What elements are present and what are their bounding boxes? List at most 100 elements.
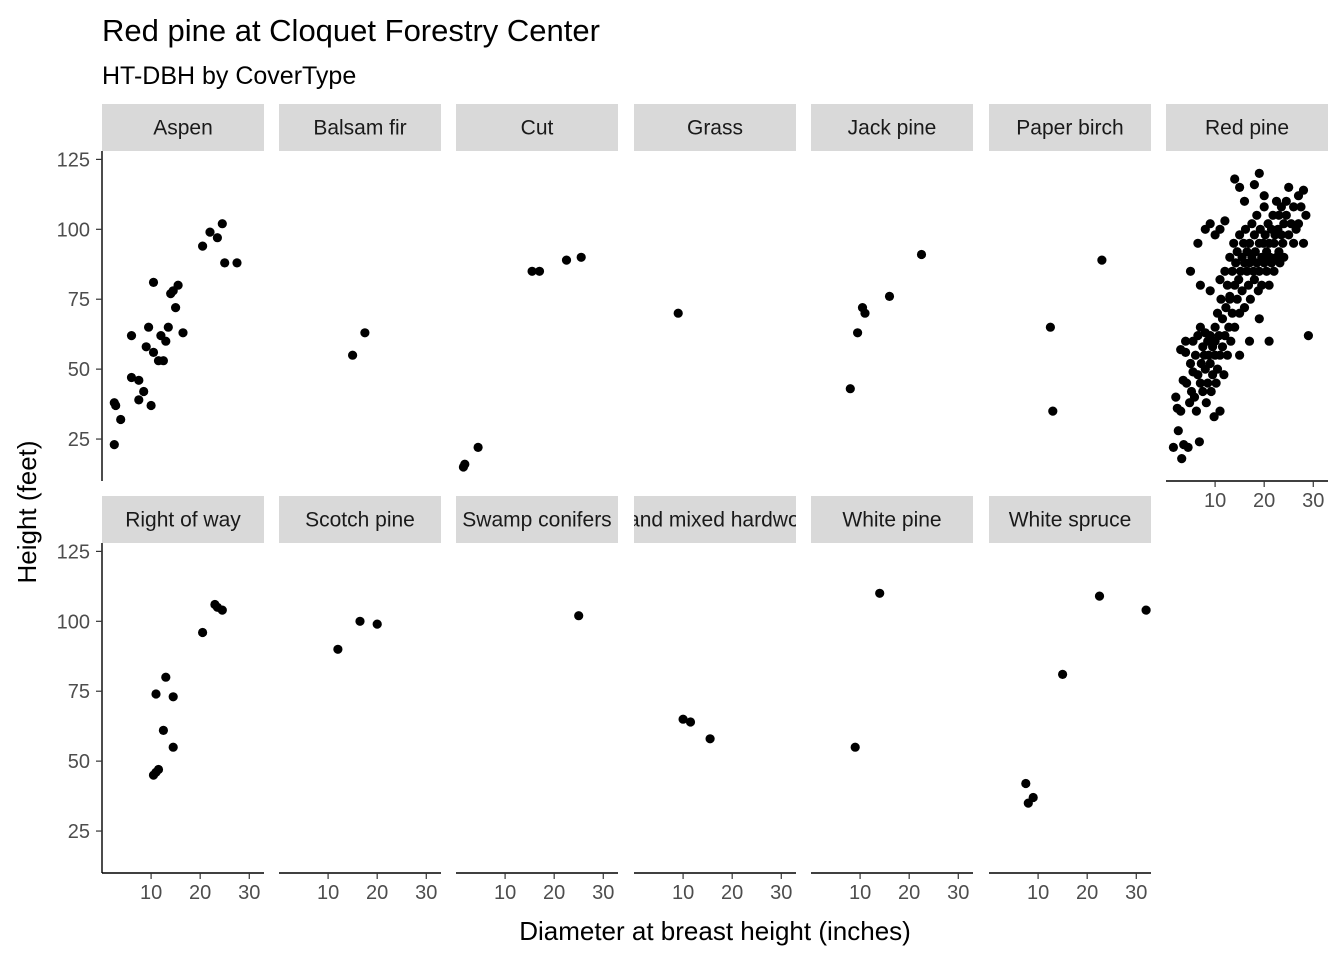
- data-point: [860, 308, 870, 318]
- data-point: [1254, 266, 1264, 276]
- chart-title: Red pine at Cloquet Forestry Center: [102, 13, 600, 48]
- y-tick-label: 50: [68, 751, 90, 773]
- facet-strip: [279, 104, 441, 151]
- data-point: [1232, 294, 1242, 304]
- facet-strip-label: Swamp conifers: [462, 509, 611, 532]
- data-point: [212, 233, 222, 243]
- data-point: [1210, 322, 1220, 332]
- y-tick-label: 50: [68, 359, 90, 381]
- x-tick-label: 20: [721, 882, 743, 904]
- facet-strip-label: White pine: [842, 509, 941, 532]
- data-point: [1203, 378, 1213, 388]
- data-point: [1239, 303, 1250, 313]
- data-point: [1278, 238, 1288, 248]
- data-point: [232, 258, 242, 268]
- data-point: [1205, 358, 1215, 369]
- data-point: [1264, 280, 1274, 290]
- data-point: [1168, 442, 1178, 452]
- data-point: [1230, 174, 1240, 184]
- data-point: [1094, 591, 1105, 601]
- data-point: [220, 258, 230, 268]
- data-point: [473, 442, 483, 452]
- facet-panel: Right of way 10 20 30 25 50 75 100 125: [57, 496, 264, 904]
- data-point: [161, 672, 171, 682]
- data-point: [884, 291, 895, 301]
- data-point: [1048, 406, 1058, 416]
- data-point: [460, 459, 470, 469]
- data-point: [1289, 202, 1299, 212]
- facet-panel: Paper birch: [989, 104, 1151, 416]
- data-point: [1220, 266, 1230, 276]
- data-point: [845, 384, 855, 394]
- facet-strip: [102, 496, 264, 543]
- data-point: [153, 764, 164, 775]
- data-point: [1190, 350, 1201, 360]
- data-point: [1209, 412, 1219, 422]
- data-point: [1249, 230, 1259, 240]
- data-point: [1240, 224, 1251, 234]
- data-point: [158, 725, 168, 736]
- facet-strip-label: Aspen: [153, 117, 213, 140]
- data-point: [1235, 350, 1245, 360]
- x-tick-label: 10: [494, 882, 516, 904]
- data-point: [148, 347, 159, 357]
- data-point: [1237, 286, 1247, 296]
- data-point: [678, 714, 688, 724]
- data-point: [1249, 275, 1259, 285]
- facets: Aspen 25 50 75 100 125 Balsam fir Cut Grass Jack …: [57, 104, 1328, 904]
- data-point: [1193, 370, 1203, 380]
- facet-strip: [634, 496, 796, 543]
- data-point: [198, 627, 208, 638]
- data-point: [1225, 291, 1235, 301]
- data-point: [1206, 386, 1216, 397]
- data-point: [1293, 219, 1304, 229]
- y-tick-label: 125: [57, 149, 90, 171]
- data-point: [1234, 275, 1244, 285]
- y-tick-label: 100: [57, 219, 90, 241]
- data-point: [360, 328, 370, 338]
- facet-panel: Upland mixed hardwoods 10 20 30: [634, 496, 796, 904]
- facet-panel: Cut: [456, 104, 618, 472]
- data-point: [1262, 266, 1272, 276]
- facet-strip: [456, 104, 618, 151]
- data-point: [1229, 238, 1239, 248]
- x-tick-label: 20: [1253, 490, 1275, 512]
- facet-strip-label: Scotch pine: [305, 509, 415, 532]
- y-tick-label: 125: [57, 541, 90, 563]
- data-point: [1189, 392, 1200, 402]
- data-point: [574, 611, 584, 621]
- x-tick-label: 10: [140, 882, 162, 904]
- x-tick-label: 30: [592, 882, 614, 904]
- data-point: [1141, 605, 1151, 615]
- data-point: [161, 336, 171, 346]
- data-point: [1274, 210, 1284, 220]
- data-point: [1303, 331, 1313, 341]
- data-point: [673, 308, 683, 318]
- x-tick-label: 20: [543, 882, 565, 904]
- data-point: [1298, 238, 1309, 248]
- x-tick-label: 20: [189, 882, 211, 904]
- data-point: [1225, 252, 1235, 262]
- data-point: [205, 227, 215, 237]
- data-point: [1281, 196, 1291, 206]
- data-point: [1221, 303, 1231, 313]
- data-point: [217, 219, 227, 229]
- data-point: [1245, 294, 1255, 304]
- y-tick-label: 25: [68, 821, 90, 843]
- data-point: [198, 241, 208, 251]
- data-point: [1195, 378, 1205, 388]
- data-point: [1226, 336, 1236, 346]
- data-point: [1176, 406, 1186, 416]
- y-tick-label: 75: [68, 681, 90, 703]
- x-tick-label: 30: [1125, 882, 1147, 904]
- facet-panel: Jack pine: [811, 104, 973, 394]
- data-point: [126, 372, 137, 383]
- data-point: [151, 689, 161, 699]
- facet-strip: [1166, 104, 1328, 151]
- facet-strip-label: White spruce: [1009, 509, 1132, 532]
- x-tick-label: 30: [770, 882, 792, 904]
- data-point: [1235, 182, 1245, 192]
- facet-panel: White spruce 10 20 30: [989, 496, 1151, 904]
- facet-panel: Scotch pine 10 20 30: [279, 496, 441, 904]
- facet-strip: [279, 496, 441, 543]
